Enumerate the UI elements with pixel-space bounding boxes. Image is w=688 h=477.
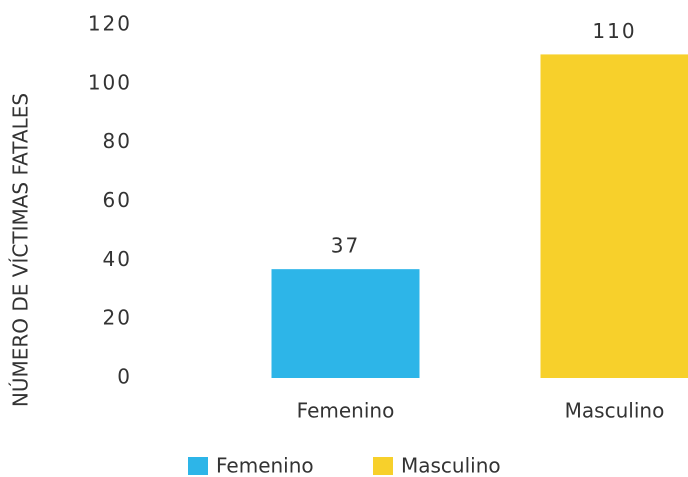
y-tick-label: 80 bbox=[103, 129, 132, 153]
y-tick-label: 100 bbox=[88, 70, 132, 94]
x-tick-label: Masculino bbox=[565, 399, 665, 423]
y-tick-label: 20 bbox=[103, 306, 132, 330]
bar bbox=[271, 269, 420, 378]
x-tick-label: Femenino bbox=[297, 399, 395, 423]
value-label: 110 bbox=[592, 19, 636, 43]
y-tick-label: 40 bbox=[103, 247, 132, 271]
y-tick-label: 60 bbox=[103, 188, 132, 212]
legend-label: Femenino bbox=[216, 454, 314, 477]
y-tick-label: 120 bbox=[88, 12, 132, 36]
bar bbox=[540, 54, 688, 379]
legend-swatch bbox=[188, 457, 208, 475]
y-tick-label: 0 bbox=[117, 365, 132, 389]
value-label: 37 bbox=[331, 234, 360, 258]
legend-label: Masculino bbox=[401, 454, 501, 477]
legend-swatch bbox=[373, 457, 393, 475]
y-axis-label: NÚMERO DE VÍCTIMAS FATALES bbox=[9, 93, 33, 407]
